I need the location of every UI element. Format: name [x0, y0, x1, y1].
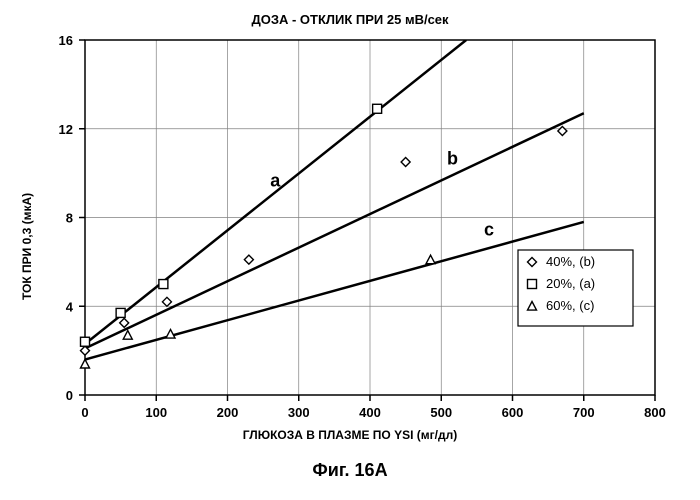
svg-text:20%, (a): 20%, (a) [546, 276, 595, 291]
svg-text:40%, (b): 40%, (b) [546, 254, 595, 269]
figure-caption: Фиг. 16А [0, 460, 700, 481]
svg-text:0: 0 [66, 388, 73, 403]
chart-svg: 0 100 200 300 400 500 600 700 800 0 4 8 12 16 a b c 40%, … [0, 0, 700, 500]
svg-text:300: 300 [288, 405, 310, 420]
svg-text:a: a [270, 170, 281, 190]
svg-text:0: 0 [81, 405, 88, 420]
svg-text:4: 4 [66, 299, 74, 314]
svg-text:500: 500 [430, 405, 452, 420]
svg-text:8: 8 [66, 211, 73, 226]
svg-text:700: 700 [573, 405, 595, 420]
svg-text:16: 16 [59, 33, 73, 48]
svg-text:200: 200 [217, 405, 239, 420]
chart-title: ДОЗА - ОТКЛИК ПРИ 25 мВ/сек [0, 12, 700, 27]
svg-text:600: 600 [502, 405, 524, 420]
svg-text:c: c [484, 219, 494, 239]
svg-text:100: 100 [145, 405, 167, 420]
svg-text:b: b [447, 148, 458, 168]
svg-text:60%, (c): 60%, (c) [546, 298, 594, 313]
svg-text:400: 400 [359, 405, 381, 420]
x-axis-label: ГЛЮКОЗА В ПЛАЗМЕ ПО YSI (мг/дл) [0, 428, 700, 442]
chart-container: ДОЗА - ОТКЛИК ПРИ 25 мВ/сек 010020030040… [0, 0, 700, 500]
y-axis-label: ТОК ПРИ 0,3 (мкА) [20, 193, 34, 300]
svg-text:12: 12 [59, 122, 73, 137]
svg-text:800: 800 [644, 405, 666, 420]
